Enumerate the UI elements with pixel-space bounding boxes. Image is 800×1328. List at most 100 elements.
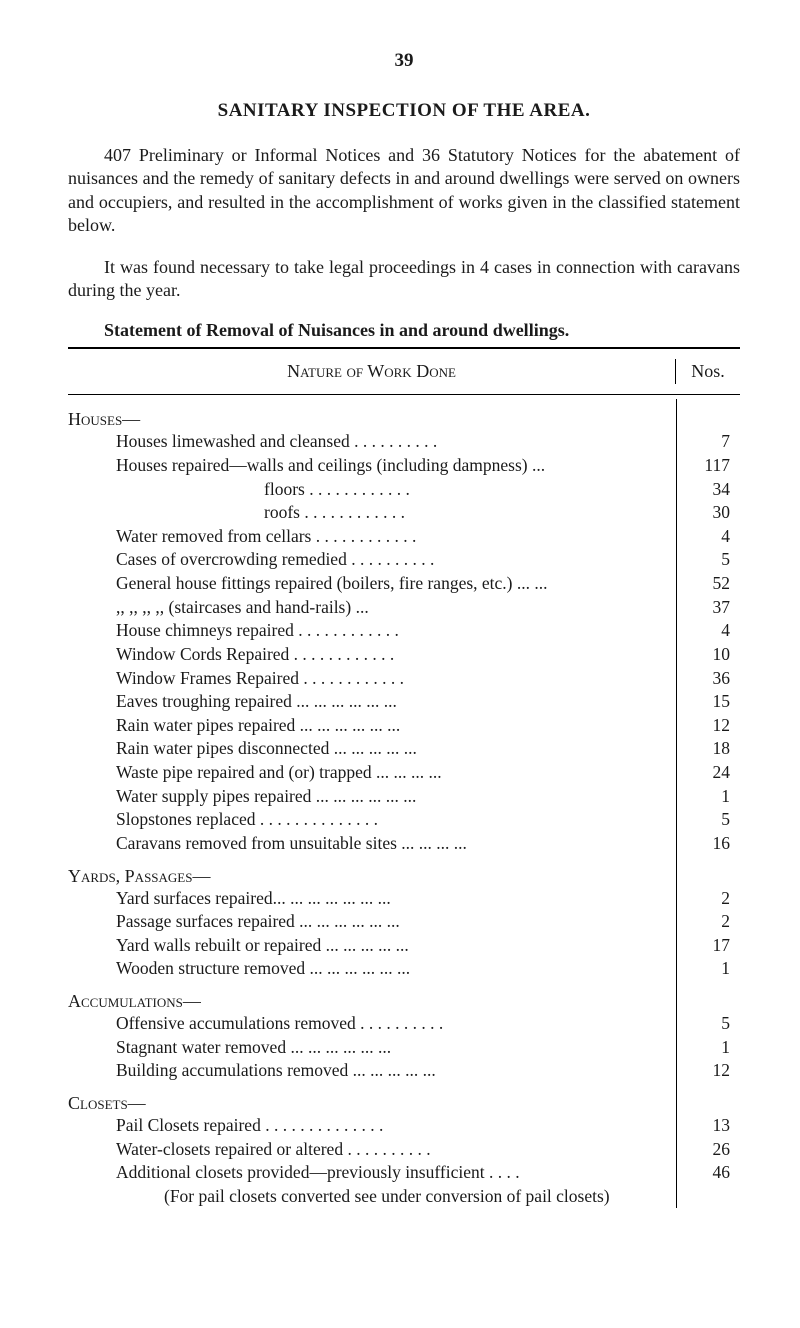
table-row: Wooden structure removed ... ... ... ...…: [68, 957, 740, 981]
row-value: 12: [676, 714, 740, 738]
intro-paragraph-1: 407 Preliminary or Informal Notices and …: [68, 144, 740, 238]
row-label: House chimneys repaired . . . . . . . . …: [68, 619, 676, 643]
statement-heading: Statement of Removal of Nuisances in and…: [68, 320, 740, 341]
row-label: Slopstones replaced . . . . . . . . . . …: [68, 808, 676, 832]
section-heading: Accumulations—: [68, 981, 676, 1012]
row-value: 2: [676, 887, 740, 911]
row-value: 5: [676, 548, 740, 572]
column-header-nos: Nos.: [675, 359, 740, 384]
row-label: Caravans removed from unsuitable sites .…: [68, 832, 676, 856]
row-label: Stagnant water removed ... ... ... ... .…: [68, 1036, 676, 1060]
row-value: 2: [676, 910, 740, 934]
nos-cell-empty: [676, 856, 740, 887]
table-row: Yard walls rebuilt or repaired ... ... .…: [68, 934, 740, 958]
row-value: 37: [676, 596, 740, 620]
row-label: Water-closets repaired or altered . . . …: [68, 1138, 676, 1162]
nos-cell-empty: [676, 1185, 740, 1208]
table-row: Water removed from cellars . . . . . . .…: [68, 525, 740, 549]
row-value: 7: [676, 430, 740, 454]
note-text: (For pail closets converted see under co…: [68, 1185, 676, 1208]
note-row: (For pail closets converted see under co…: [68, 1185, 740, 1208]
row-value: 30: [676, 501, 740, 525]
column-header-nature: Nature of Work Done: [68, 361, 675, 382]
row-value: 26: [676, 1138, 740, 1162]
row-value: 5: [676, 808, 740, 832]
row-label: Yard surfaces repaired... ... ... ... ..…: [68, 887, 676, 911]
table-row: Yard surfaces repaired... ... ... ... ..…: [68, 887, 740, 911]
row-value: 5: [676, 1012, 740, 1036]
table-row: House chimneys repaired . . . . . . . . …: [68, 619, 740, 643]
row-label: Rain water pipes disconnected ... ... ..…: [68, 737, 676, 761]
row-label: General house fittings repaired (boilers…: [68, 572, 676, 596]
table-row: Rain water pipes repaired ... ... ... ..…: [68, 714, 740, 738]
row-value: 16: [676, 832, 740, 856]
row-label: roofs . . . . . . . . . . . .: [68, 501, 676, 525]
section-heading-row: Houses—: [68, 399, 740, 430]
table-row: Houses limewashed and cleansed . . . . .…: [68, 430, 740, 454]
row-label: Wooden structure removed ... ... ... ...…: [68, 957, 676, 981]
table-row: Slopstones replaced . . . . . . . . . . …: [68, 808, 740, 832]
row-value: 13: [676, 1114, 740, 1138]
table-row: Rain water pipes disconnected ... ... ..…: [68, 737, 740, 761]
nos-cell-empty: [676, 399, 740, 430]
table-header-row: Nature of Work Done Nos.: [68, 353, 740, 390]
row-label: Cases of overcrowding remedied . . . . .…: [68, 548, 676, 572]
row-label: Additional closets provided—previously i…: [68, 1161, 676, 1185]
row-value: 15: [676, 690, 740, 714]
rule-top: [68, 347, 740, 349]
row-value: 34: [676, 478, 740, 502]
table-row: Houses repaired—walls and ceilings (incl…: [68, 454, 740, 478]
table-row: General house fittings repaired (boilers…: [68, 572, 740, 596]
row-label: Houses limewashed and cleansed . . . . .…: [68, 430, 676, 454]
document-title: SANITARY INSPECTION OF THE AREA.: [68, 100, 740, 122]
row-value: 1: [676, 957, 740, 981]
table-row: Waste pipe repaired and (or) trapped ...…: [68, 761, 740, 785]
row-value: 4: [676, 525, 740, 549]
row-label: Pail Closets repaired . . . . . . . . . …: [68, 1114, 676, 1138]
section-heading: Yards, Passages—: [68, 856, 676, 887]
row-value: 1: [676, 1036, 740, 1060]
nos-cell-empty: [676, 981, 740, 1012]
rule-mid: [68, 394, 740, 395]
table-row: Eaves troughing repaired ... ... ... ...…: [68, 690, 740, 714]
table-row: Caravans removed from unsuitable sites .…: [68, 832, 740, 856]
row-label: ,, ,, ,, ,, (staircases and hand-rails) …: [68, 596, 676, 620]
row-value: 24: [676, 761, 740, 785]
table-row: Pail Closets repaired . . . . . . . . . …: [68, 1114, 740, 1138]
row-label: Window Cords Repaired . . . . . . . . . …: [68, 643, 676, 667]
page-number: 39: [68, 50, 740, 72]
row-label: Yard walls rebuilt or repaired ... ... .…: [68, 934, 676, 958]
section-heading-row: Yards, Passages—: [68, 856, 740, 887]
table-row: Cases of overcrowding remedied . . . . .…: [68, 548, 740, 572]
table-row: ,, ,, ,, ,, (staircases and hand-rails) …: [68, 596, 740, 620]
table-body: Houses—Houses limewashed and cleansed . …: [68, 399, 740, 1207]
nos-cell-empty: [676, 1083, 740, 1114]
row-label: Houses repaired—walls and ceilings (incl…: [68, 454, 676, 478]
row-value: 12: [676, 1059, 740, 1083]
table-row: Offensive accumulations removed . . . . …: [68, 1012, 740, 1036]
table-row: Water supply pipes repaired ... ... ... …: [68, 785, 740, 809]
table-row: Window Cords Repaired . . . . . . . . . …: [68, 643, 740, 667]
row-label: Rain water pipes repaired ... ... ... ..…: [68, 714, 676, 738]
page: 39 SANITARY INSPECTION OF THE AREA. 407 …: [0, 0, 800, 1248]
table-row: Additional closets provided—previously i…: [68, 1161, 740, 1185]
table-row: floors . . . . . . . . . . . .34: [68, 478, 740, 502]
row-label: Building accumulations removed ... ... .…: [68, 1059, 676, 1083]
intro-paragraph-2: It was found necessary to take legal pro…: [68, 256, 740, 303]
row-label: floors . . . . . . . . . . . .: [68, 478, 676, 502]
row-label: Eaves troughing repaired ... ... ... ...…: [68, 690, 676, 714]
row-value: 46: [676, 1161, 740, 1185]
table-row: Window Frames Repaired . . . . . . . . .…: [68, 667, 740, 691]
row-label: Waste pipe repaired and (or) trapped ...…: [68, 761, 676, 785]
row-label: Passage surfaces repaired ... ... ... ..…: [68, 910, 676, 934]
row-value: 117: [676, 454, 740, 478]
row-value: 17: [676, 934, 740, 958]
table-row: Passage surfaces repaired ... ... ... ..…: [68, 910, 740, 934]
table-row: Building accumulations removed ... ... .…: [68, 1059, 740, 1083]
row-value: 52: [676, 572, 740, 596]
table-row: Water-closets repaired or altered . . . …: [68, 1138, 740, 1162]
row-value: 1: [676, 785, 740, 809]
row-label: Water removed from cellars . . . . . . .…: [68, 525, 676, 549]
row-label: Water supply pipes repaired ... ... ... …: [68, 785, 676, 809]
row-value: 10: [676, 643, 740, 667]
